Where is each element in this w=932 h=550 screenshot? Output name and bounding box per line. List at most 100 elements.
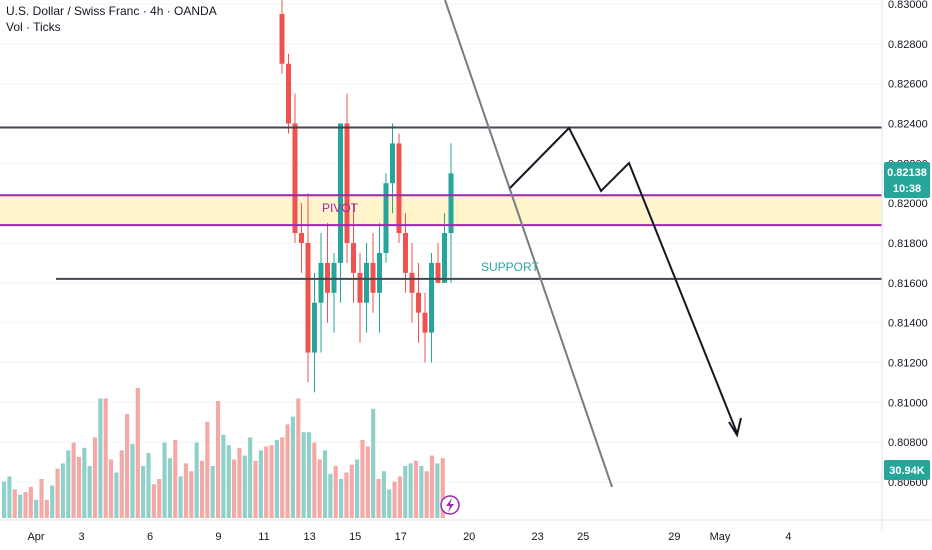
volume-bar bbox=[34, 499, 39, 518]
volume-bar bbox=[322, 450, 328, 518]
volume-bar bbox=[328, 473, 333, 518]
candle-body bbox=[305, 243, 311, 353]
volume-tag bbox=[884, 460, 930, 480]
volume-bar bbox=[333, 466, 338, 518]
volume-bar bbox=[50, 485, 55, 518]
time-tick-label: 13 bbox=[303, 531, 315, 543]
candle-body bbox=[344, 123, 350, 243]
time-tick-label: 15 bbox=[349, 531, 361, 543]
candle-body bbox=[377, 252, 382, 293]
volume-bar bbox=[397, 476, 403, 518]
volume-bar bbox=[226, 445, 231, 518]
candle-body bbox=[442, 233, 447, 283]
volume-bar bbox=[381, 471, 386, 518]
volume-bar bbox=[360, 440, 365, 518]
volume-bar bbox=[130, 443, 135, 518]
time-tick-label: 3 bbox=[79, 531, 85, 543]
volume-bar bbox=[312, 442, 317, 518]
volume-bar bbox=[76, 456, 82, 518]
bar-countdown: 10:38 bbox=[893, 183, 921, 195]
price-tick-label: 0.82600 bbox=[888, 79, 928, 91]
projection-path bbox=[509, 126, 738, 434]
candle-body bbox=[383, 183, 389, 253]
candle-body bbox=[292, 123, 298, 234]
volume-bar bbox=[114, 472, 119, 518]
volume-bar bbox=[371, 408, 376, 518]
lightning-icon-bolt bbox=[446, 498, 454, 512]
candle-body bbox=[364, 262, 369, 303]
volume-indicator-title[interactable]: Vol · Ticks bbox=[6, 20, 61, 34]
symbol-title[interactable]: U.S. Dollar / Swiss Franc · 4h · OANDA bbox=[6, 4, 217, 18]
time-axis[interactable]: Apr 3 6 9 11 13 15 17 20 23 25 29 May 4 bbox=[0, 519, 932, 543]
volume-bar bbox=[125, 414, 130, 518]
volume-bar bbox=[12, 489, 17, 518]
volume-bar bbox=[419, 466, 424, 518]
volume-bar bbox=[237, 447, 242, 518]
volume-bar bbox=[317, 459, 322, 518]
volume-bar bbox=[253, 460, 258, 518]
volume-bar bbox=[55, 468, 60, 518]
volume-bar bbox=[162, 442, 167, 518]
price-tick-label: 0.81200 bbox=[888, 358, 928, 370]
candle-body bbox=[312, 302, 317, 353]
volume-bar bbox=[344, 472, 349, 518]
candle-body bbox=[396, 143, 402, 234]
volume-bar bbox=[232, 459, 237, 518]
volume-bar bbox=[205, 421, 210, 518]
last-price-value: 0.82138 bbox=[887, 167, 927, 179]
candlesticks bbox=[279, 0, 454, 393]
volume-bar bbox=[23, 492, 28, 518]
volume-bar bbox=[306, 432, 312, 518]
trend-drawings[interactable] bbox=[444, 0, 742, 488]
volume-bar bbox=[387, 489, 392, 518]
time-tick-label: 17 bbox=[395, 531, 407, 543]
time-tick-label: 4 bbox=[785, 531, 791, 543]
price-tick-label: 0.82400 bbox=[888, 119, 928, 131]
volume-bar bbox=[44, 499, 49, 518]
trend-line bbox=[444, 0, 613, 488]
volume-bar bbox=[285, 424, 290, 518]
time-tick-label: 11 bbox=[258, 531, 269, 543]
price-axis[interactable]: 0.830000.828000.826000.824000.822000.820… bbox=[881, 0, 928, 530]
volume-bar bbox=[408, 463, 413, 518]
time-tick-label: 23 bbox=[531, 531, 543, 543]
volume-bar bbox=[424, 471, 429, 518]
volume-bar bbox=[66, 450, 71, 518]
candle-body bbox=[357, 272, 363, 303]
volume-bar bbox=[199, 460, 205, 518]
volume-bar bbox=[429, 455, 435, 518]
time-tick-label: 9 bbox=[215, 531, 221, 543]
grid-lines bbox=[0, 3, 882, 483]
candle-body bbox=[409, 272, 415, 293]
price-tick-label: 0.82000 bbox=[888, 198, 928, 210]
price-tick-label: 0.80800 bbox=[888, 437, 928, 449]
last-price-tag bbox=[884, 162, 930, 198]
volume-bar bbox=[376, 479, 381, 518]
horizontal-levels[interactable] bbox=[0, 126, 882, 280]
volume-bar bbox=[392, 481, 397, 518]
time-tick-label: May bbox=[710, 531, 731, 543]
candle-body bbox=[448, 173, 454, 234]
price-tick-label: 0.81400 bbox=[888, 318, 928, 330]
volume-bar bbox=[221, 434, 226, 518]
volume-bar bbox=[194, 442, 199, 518]
candle-body bbox=[435, 262, 441, 283]
price-tick-label: 0.81800 bbox=[888, 238, 928, 250]
volume-bar bbox=[103, 398, 108, 518]
volume-bar bbox=[7, 476, 12, 518]
volume-bar bbox=[296, 398, 301, 518]
volume-bar bbox=[178, 476, 183, 518]
volume-bar bbox=[39, 479, 44, 518]
projection-arrowhead bbox=[728, 417, 742, 438]
volume-bar bbox=[146, 453, 151, 518]
volume-value: 30.94K bbox=[889, 465, 925, 477]
time-tick-label: 25 bbox=[577, 531, 589, 543]
time-tick-label: Apr bbox=[27, 531, 44, 543]
volume-bar bbox=[413, 460, 419, 518]
candle-body bbox=[422, 312, 428, 333]
candle-body bbox=[338, 123, 343, 263]
volume-bar bbox=[71, 442, 76, 518]
pivot-label: PIVOT bbox=[322, 201, 359, 215]
